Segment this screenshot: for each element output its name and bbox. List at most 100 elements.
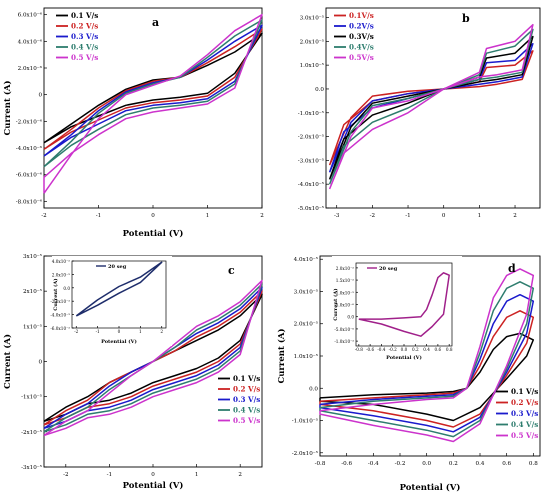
x-tick-label: 2 — [238, 472, 242, 478]
y-tick-label: 2.0x10⁻⁵ — [52, 272, 71, 277]
y-tick-label: 6.0x10⁻⁶ — [18, 12, 43, 19]
y-tick-label: -3.0x10⁻⁵ — [298, 157, 325, 164]
legend-entry: 0.2 V/s — [71, 22, 98, 31]
y-tick-label: 0.0 — [63, 286, 70, 291]
x-tick-label: 1 — [478, 213, 482, 219]
x-axis-label: Potential (V) — [123, 480, 184, 491]
x-tick-label: 0.2 — [449, 461, 458, 467]
y-tick-label: -2.0x10⁻⁶ — [16, 118, 43, 125]
legend-entry: 0.1 V/s — [511, 387, 538, 396]
legend-entry: 0.5 V/s — [233, 416, 260, 425]
y-tick-label: 2.0x10⁻⁵ — [294, 321, 319, 328]
inset-chart: -0.8 -0.6 -0.4 -0.2 0.0 0.2 0.4 0.6 0.8 2.0x10⁻⁵ 1… — [332, 256, 462, 362]
y-tick-label: -2.0x10⁻⁵ — [298, 134, 325, 141]
inset-chart: -2 -1 0 1 2 4.0x10⁻⁵ 2.0x10⁻⁵ 0.0 -2.0x10⁻⁵ -4.0x… — [50, 256, 172, 346]
y-axis-label: Current (A) — [332, 288, 339, 320]
legend-entry: 0.5 V/s — [71, 53, 98, 62]
y-tick-label: 2.0x10⁻⁵ — [336, 266, 355, 271]
x-axis-label: Potential (V) — [386, 354, 422, 361]
x-axis-label: Potential (V) — [101, 338, 137, 345]
y-tick-label: 2.0x10⁻⁶ — [18, 65, 43, 72]
series-line-0-4-v-s — [43, 19, 263, 168]
y-tick-label: 4.0x10⁻⁶ — [18, 38, 43, 45]
y-tick-label: -4.0x10⁻⁵ — [50, 313, 70, 318]
legend-entry: 0.4 V/s — [233, 406, 260, 415]
y-tick-label: 2.0x10⁻⁵ — [300, 38, 325, 45]
series-line-0-5-v-s — [43, 13, 263, 194]
x-tick-label: 1 — [139, 329, 142, 334]
y-tick-label: 3.0x10⁻⁵ — [294, 288, 319, 295]
x-tick-label: -1 — [405, 213, 410, 219]
x-tick-label: 0.8 — [446, 347, 453, 352]
legend-entry: 0.3 V/s — [71, 32, 98, 41]
series-line-20-seg — [75, 261, 163, 317]
legend-entry: 0.3V/s — [349, 32, 374, 41]
x-tick-label: -0.2 — [389, 347, 397, 352]
legend-entry: 0.1V/s — [349, 11, 374, 20]
y-tick-label: 1.0x10⁻⁵ — [300, 62, 325, 69]
series-line-0-5-v-s — [319, 268, 535, 443]
y-tick-label: 5.0x10⁻⁶ — [336, 303, 355, 308]
legend: 0.1 V/s 0.2 V/s 0.3 V/s 0.4 V/s 0.5 V/s — [496, 387, 538, 440]
x-tick-label: -0.8 — [315, 461, 326, 467]
x-tick-label: -1 — [96, 329, 100, 334]
chart-panel-b: -3 -2 -1 0 1 2 3.0x10⁻⁵ 2.0x10⁻⁵ 1.0x10⁻⁵ 0.0 -1.0… — [298, 7, 541, 219]
y-tick-label: 2x10⁻⁵ — [23, 288, 43, 295]
x-tick-label: -2 — [370, 213, 376, 219]
y-axis-label: Current (A) — [276, 328, 287, 383]
x-tick-label: 0.0 — [422, 461, 431, 467]
x-tick-label: 0.4 — [423, 347, 430, 352]
x-tick-label: 0 — [442, 213, 446, 219]
y-tick-label: 0.0 — [309, 386, 318, 392]
series-line-0-2-v-s — [43, 290, 263, 426]
x-tick-label: -0.2 — [395, 461, 406, 467]
series-line-0-3-v-s — [43, 24, 263, 157]
legend-entry: 0.5 V/s — [511, 431, 538, 440]
panel-letter: c — [228, 264, 235, 277]
panel-letter: a — [152, 16, 159, 29]
x-tick-label: 0.8 — [529, 461, 538, 467]
y-tick-label: -5.0x10⁻⁵ — [298, 205, 325, 212]
series-line-0-4-v-s — [43, 283, 263, 433]
x-tick-label: -3 — [334, 213, 340, 219]
legend-entry: 0.4 V/s — [71, 43, 98, 52]
x-tick-label: 0 — [118, 329, 121, 334]
series-line-0-1-v-s — [319, 332, 535, 422]
y-tick-label: -4.0x10⁻⁵ — [298, 181, 325, 188]
x-tick-label: -0.8 — [355, 347, 363, 352]
x-tick-label: 2 — [260, 213, 264, 219]
series-line-0-5v-s — [328, 23, 534, 190]
y-tick-label: -6.0x10⁻⁵ — [50, 326, 70, 331]
legend-entry: 0.1 V/s — [71, 11, 98, 20]
y-tick-label: 1x10⁻⁵ — [23, 323, 43, 330]
y-tick-label: -1x10⁻⁵ — [21, 394, 43, 401]
x-tick-label: -0.4 — [377, 347, 385, 352]
y-tick-label: 0 — [38, 360, 42, 366]
y-tick-label: -1.0x10⁻⁵ — [298, 110, 325, 117]
y-axis-label: Current (A) — [2, 80, 13, 135]
series-line-0-2-v-s — [43, 28, 263, 150]
x-axis-label: Potential (V) — [123, 228, 184, 239]
x-tick-label: 0.0 — [401, 347, 408, 352]
y-tick-label: 0.0 — [315, 87, 324, 93]
legend-entry: 0.2 V/s — [233, 385, 260, 394]
x-tick-label: 0.6 — [502, 461, 511, 467]
legend: 0.1 V/s0.2 V/s0.3 V/s0.4 V/s0.5 V/s — [218, 374, 260, 425]
x-tick-label: -0.6 — [366, 347, 374, 352]
x-axis-label: Potential (V) — [400, 482, 461, 493]
y-tick-label: 3.0x10⁻⁵ — [300, 15, 325, 22]
series-line-0-4-v-s — [319, 281, 535, 438]
legend-entry: 0.4 V/s — [511, 420, 538, 429]
series-line-0-2v-s — [328, 42, 534, 173]
series-line-0-3-v-s — [319, 293, 535, 433]
legend-entry: 0.2V/s — [349, 22, 374, 31]
x-tick-label: -0.4 — [368, 461, 379, 467]
legend-entry: 0.2 V/s — [511, 398, 538, 407]
series-line-0-3-v-s — [43, 286, 263, 430]
legend-entry: 0.3 V/s — [511, 409, 538, 418]
y-tick-label: 3x10⁻⁵ — [23, 253, 43, 260]
series-line-0-5-v-s — [43, 279, 263, 437]
series-line-0-4v-s — [328, 28, 534, 185]
x-tick-label: 2 — [160, 329, 163, 334]
x-tick-label: 0.4 — [476, 461, 485, 467]
